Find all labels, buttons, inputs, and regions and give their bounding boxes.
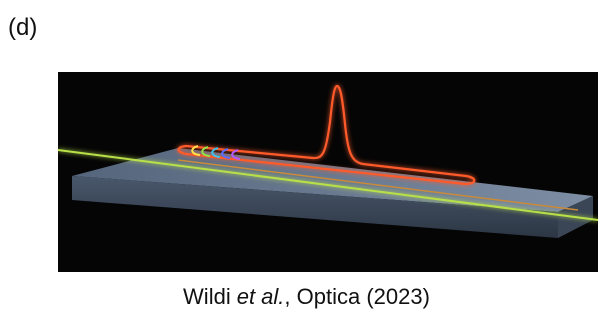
caption-etal: et al. bbox=[237, 284, 285, 309]
caption-author: Wildi bbox=[183, 284, 231, 309]
figure-image bbox=[58, 72, 598, 272]
panel-label: (d) bbox=[8, 14, 37, 42]
caption-source: , Optica (2023) bbox=[284, 284, 430, 309]
page: (d) Wi bbox=[0, 0, 613, 322]
